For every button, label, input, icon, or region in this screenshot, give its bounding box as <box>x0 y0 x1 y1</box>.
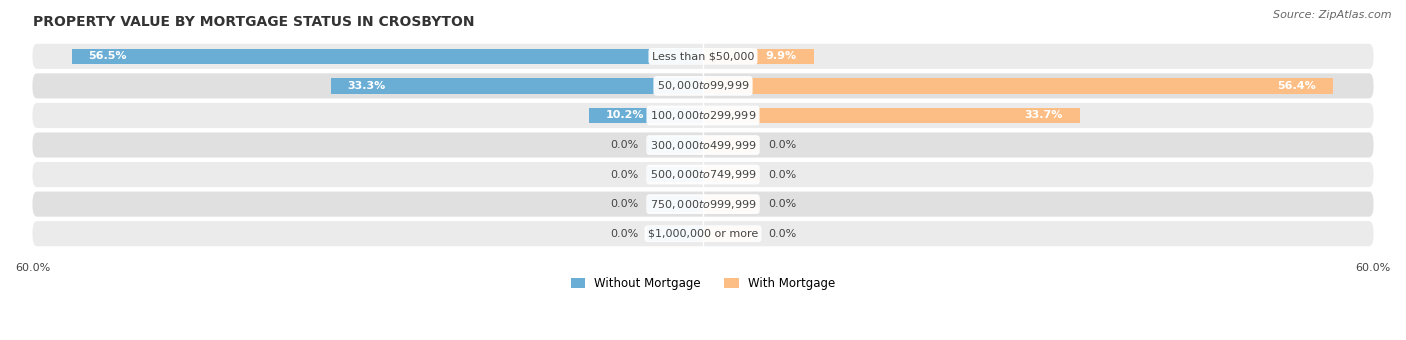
Text: $500,000 to $749,999: $500,000 to $749,999 <box>650 168 756 181</box>
Bar <box>647 167 703 182</box>
Bar <box>647 197 703 212</box>
Bar <box>589 108 703 123</box>
FancyBboxPatch shape <box>32 73 1374 99</box>
Text: 0.0%: 0.0% <box>768 170 796 180</box>
Text: 56.5%: 56.5% <box>89 51 127 61</box>
Text: Source: ZipAtlas.com: Source: ZipAtlas.com <box>1274 10 1392 20</box>
Text: Less than $50,000: Less than $50,000 <box>652 51 754 61</box>
Text: 33.3%: 33.3% <box>347 81 387 91</box>
Text: 0.0%: 0.0% <box>768 140 796 150</box>
Text: 0.0%: 0.0% <box>610 199 638 209</box>
FancyBboxPatch shape <box>32 221 1374 246</box>
Bar <box>703 49 814 64</box>
Text: PROPERTY VALUE BY MORTGAGE STATUS IN CROSBYTON: PROPERTY VALUE BY MORTGAGE STATUS IN CRO… <box>32 15 474 29</box>
Text: 0.0%: 0.0% <box>768 229 796 239</box>
Bar <box>703 226 759 241</box>
Legend: Without Mortgage, With Mortgage: Without Mortgage, With Mortgage <box>567 272 839 294</box>
Bar <box>647 226 703 241</box>
Text: $50,000 to $99,999: $50,000 to $99,999 <box>657 79 749 92</box>
Bar <box>72 49 703 64</box>
Text: $750,000 to $999,999: $750,000 to $999,999 <box>650 198 756 211</box>
Text: 9.9%: 9.9% <box>766 51 797 61</box>
Text: $300,000 to $499,999: $300,000 to $499,999 <box>650 138 756 152</box>
Text: 56.4%: 56.4% <box>1278 81 1316 91</box>
Text: 33.7%: 33.7% <box>1025 110 1063 120</box>
Bar <box>703 137 759 153</box>
Text: 0.0%: 0.0% <box>610 170 638 180</box>
Bar <box>330 78 703 94</box>
FancyBboxPatch shape <box>32 191 1374 217</box>
Text: 0.0%: 0.0% <box>610 229 638 239</box>
FancyBboxPatch shape <box>32 103 1374 128</box>
Bar <box>703 78 1333 94</box>
FancyBboxPatch shape <box>32 133 1374 157</box>
Bar <box>703 108 1080 123</box>
Text: 0.0%: 0.0% <box>768 199 796 209</box>
Text: $100,000 to $299,999: $100,000 to $299,999 <box>650 109 756 122</box>
Text: 10.2%: 10.2% <box>606 110 644 120</box>
Bar <box>703 167 759 182</box>
Bar <box>647 137 703 153</box>
Bar <box>703 197 759 212</box>
Text: $1,000,000 or more: $1,000,000 or more <box>648 229 758 239</box>
Text: 0.0%: 0.0% <box>610 140 638 150</box>
FancyBboxPatch shape <box>32 44 1374 69</box>
FancyBboxPatch shape <box>32 162 1374 187</box>
